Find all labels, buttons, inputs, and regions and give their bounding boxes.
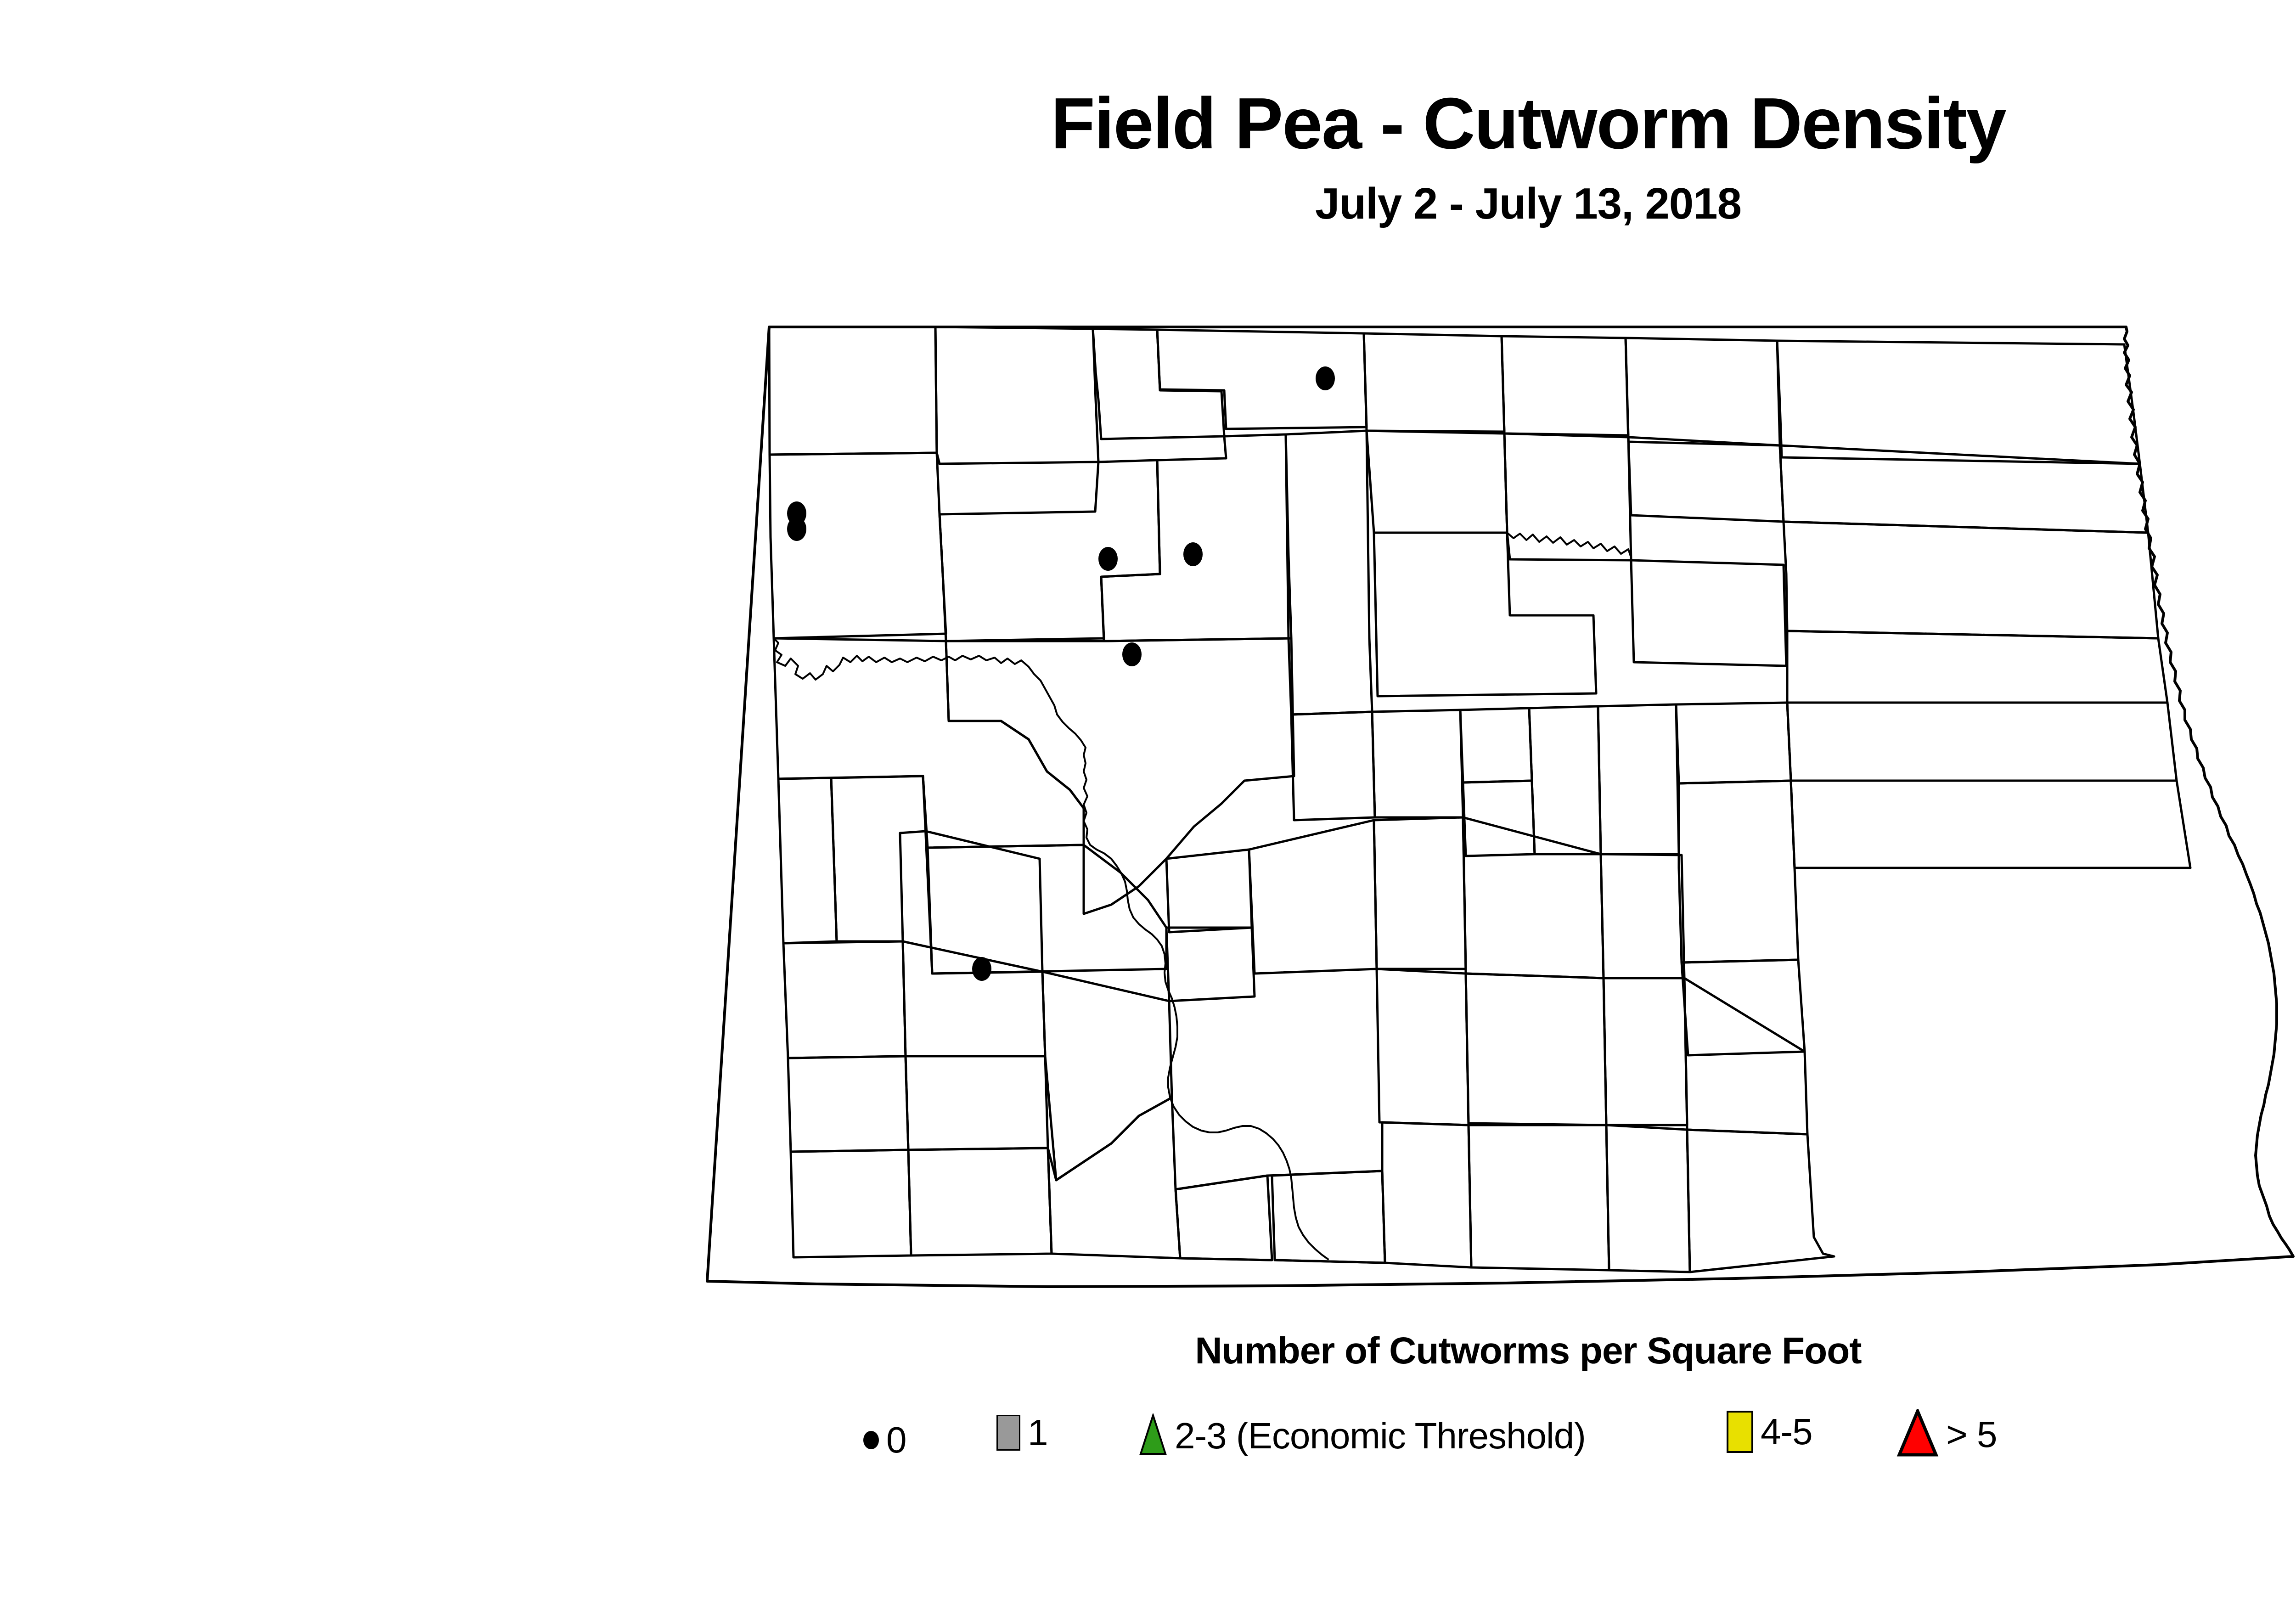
legend-label-2: 2-3 (Economic Threshold) [1175, 1415, 1586, 1456]
survey-point-2[interactable] [787, 517, 806, 541]
county-mclean [945, 637, 1295, 915]
lake-sakakawea-shore [773, 637, 1329, 1260]
map-svg [706, 326, 2295, 1288]
legend-heading: Number of Cutworms per Square Foot [1195, 1330, 1862, 1372]
county-strip-a [1627, 436, 1785, 523]
legend-item-2[interactable]: 2-3 (Economic Threshold) [1139, 1412, 1586, 1458]
county-richland [1686, 1128, 1835, 1273]
title-block: Field Pea - Cutworm Density July 2 - Jul… [0, 87, 2296, 226]
survey-markers[interactable] [787, 366, 1335, 981]
legend-item-4[interactable]: > 5 [1896, 1407, 1997, 1460]
state-outline [706, 326, 2295, 1288]
survey-point-4[interactable] [1183, 542, 1203, 566]
county-griggs [1528, 705, 1602, 856]
county-stark [922, 775, 1044, 975]
yellow-square-icon [1727, 1411, 1753, 1453]
county-ward [1100, 433, 1293, 642]
page-title: Field Pea - Cutworm Density [1051, 83, 2006, 164]
legend-label-1: 1 [1028, 1412, 1048, 1453]
legend-label-3: 4-5 [1761, 1411, 1813, 1452]
county-cass-east2 [1790, 779, 2192, 869]
legend: 0 1 2-3 (Economic Threshold) 4-5 [863, 1404, 2195, 1482]
devils-lake-shore [1506, 532, 1632, 558]
red-triangle-icon [1896, 1407, 1939, 1460]
legend-label-0: 0 [886, 1419, 906, 1460]
survey-point-6[interactable] [972, 957, 991, 981]
legend-item-3[interactable]: 4-5 [1727, 1411, 1813, 1453]
county-grant [1047, 1096, 1182, 1260]
legend-item-1[interactable]: 1 [996, 1414, 1048, 1451]
survey-point-5[interactable] [1122, 642, 1142, 666]
legend-label-4: > 5 [1946, 1413, 1997, 1455]
page-subtitle: July 2 - July 13, 2018 [1315, 179, 1742, 228]
black-dot-icon [863, 1431, 879, 1449]
county-inner-lines [1174, 1170, 1386, 1264]
north-dakota-county-map[interactable] [680, 317, 2296, 1295]
county-outlines [706, 326, 2295, 1288]
survey-point-0[interactable] [1316, 366, 1335, 390]
county-mercer [1165, 926, 1256, 1002]
legend-item-0[interactable]: 0 [863, 1422, 906, 1458]
survey-point-3[interactable] [1098, 547, 1118, 571]
gray-square-icon [996, 1415, 1020, 1451]
county-ramsey [1503, 432, 1632, 562]
green-triangle-icon [1139, 1412, 1167, 1458]
